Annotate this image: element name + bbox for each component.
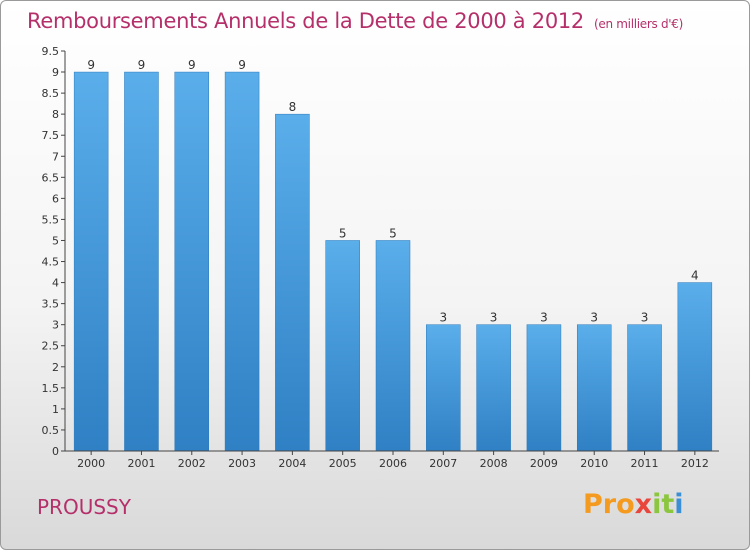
data-label: 9 bbox=[188, 58, 196, 72]
data-label: 5 bbox=[339, 226, 347, 240]
data-label: 3 bbox=[590, 311, 598, 325]
bar-2004 bbox=[275, 113, 310, 452]
data-label: 9 bbox=[238, 58, 246, 72]
x-tick-label: 2010 bbox=[580, 457, 608, 470]
x-tick-label: 2005 bbox=[329, 457, 357, 470]
bar-2006 bbox=[375, 240, 411, 452]
x-tick-label: 2006 bbox=[379, 457, 407, 470]
x-tick-label: 2004 bbox=[278, 457, 306, 470]
y-tick-label: 1 bbox=[52, 403, 59, 416]
data-label: 4 bbox=[691, 269, 699, 283]
x-tick-label: 2001 bbox=[127, 457, 155, 470]
bar-2009 bbox=[526, 324, 562, 452]
bar-2010 bbox=[576, 324, 612, 452]
y-tick-label: 0.5 bbox=[42, 424, 60, 437]
bar-2002 bbox=[174, 71, 210, 452]
y-tick-label: 3.5 bbox=[42, 298, 60, 311]
y-tick-label: 3 bbox=[52, 319, 59, 332]
data-label: 9 bbox=[87, 58, 95, 72]
data-label: 3 bbox=[641, 311, 649, 325]
y-tick-label: 8 bbox=[52, 108, 59, 121]
bar-2005 bbox=[325, 240, 360, 452]
bar-2001 bbox=[124, 71, 159, 452]
bar-2003 bbox=[224, 71, 260, 452]
y-tick-label: 9.5 bbox=[42, 45, 60, 58]
x-tick-label: 2009 bbox=[530, 457, 558, 470]
place-name: PROUSSY bbox=[37, 495, 131, 519]
y-tick-label: 5.5 bbox=[42, 213, 60, 226]
data-label: 3 bbox=[439, 311, 447, 325]
x-tick-label: 2000 bbox=[77, 457, 105, 470]
y-tick-label: 6.5 bbox=[42, 171, 60, 184]
data-label: 3 bbox=[540, 311, 548, 325]
x-tick-label: 2012 bbox=[681, 457, 709, 470]
y-tick-label: 4 bbox=[52, 277, 59, 290]
bar-2007 bbox=[426, 324, 461, 452]
bar-2012 bbox=[677, 282, 713, 452]
data-label: 9 bbox=[138, 58, 146, 72]
y-tick-label: 1.5 bbox=[42, 382, 60, 395]
data-label: 3 bbox=[490, 311, 498, 325]
chart-title: Remboursements Annuels de la Dette de 20… bbox=[27, 9, 683, 33]
y-tick-label: 5 bbox=[52, 234, 59, 247]
y-tick-label: 6 bbox=[52, 192, 59, 205]
y-tick-label: 2.5 bbox=[42, 340, 60, 353]
proxiti-logo: Proxiti bbox=[583, 489, 684, 520]
x-tick-label: 2011 bbox=[631, 457, 659, 470]
data-label: 5 bbox=[389, 226, 397, 240]
y-tick-label: 7 bbox=[52, 150, 59, 163]
bar-2011 bbox=[627, 324, 662, 452]
y-tick-label: 7.5 bbox=[42, 129, 60, 142]
data-label: 8 bbox=[289, 100, 297, 114]
y-tick-label: 0 bbox=[52, 445, 59, 458]
y-tick-label: 4.5 bbox=[42, 256, 60, 269]
x-tick-label: 2007 bbox=[429, 457, 457, 470]
y-tick-label: 2 bbox=[52, 361, 59, 374]
x-tick-label: 2002 bbox=[178, 457, 206, 470]
y-tick-label: 9 bbox=[52, 66, 59, 79]
x-tick-label: 2003 bbox=[228, 457, 256, 470]
chart-title-text: Remboursements Annuels de la Dette de 20… bbox=[27, 9, 584, 33]
bar-2008 bbox=[476, 324, 511, 452]
bar-2000 bbox=[73, 71, 109, 452]
y-tick-label: 8.5 bbox=[42, 87, 60, 100]
chart-unit-note: (en milliers d'€) bbox=[594, 17, 684, 31]
x-tick-label: 2008 bbox=[480, 457, 508, 470]
